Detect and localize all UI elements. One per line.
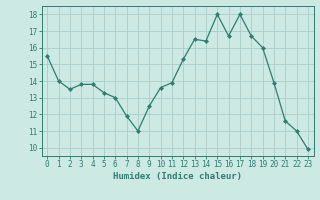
X-axis label: Humidex (Indice chaleur): Humidex (Indice chaleur) (113, 172, 242, 181)
